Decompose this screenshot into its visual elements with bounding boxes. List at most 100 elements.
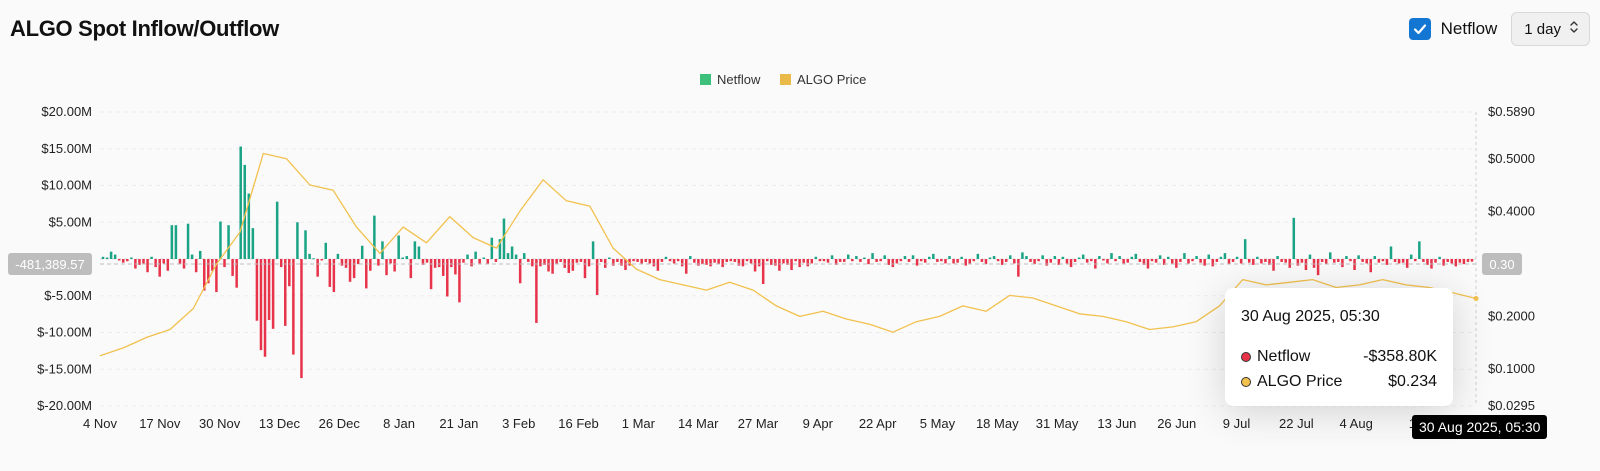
netflow-bar xyxy=(1004,259,1008,262)
x-tick-label: 5 May xyxy=(920,416,956,431)
tooltip-row-value: -$358.80K xyxy=(1363,347,1437,365)
netflow-bar xyxy=(1017,259,1020,277)
netflow-bar xyxy=(1049,259,1053,263)
netflow-bar xyxy=(178,259,182,265)
x-tick-label: 4 Aug xyxy=(1340,416,1373,431)
netflow-bar xyxy=(1260,259,1263,264)
netflow-bar xyxy=(263,259,267,357)
netflow-bar xyxy=(296,222,299,259)
netflow-bar xyxy=(126,259,129,262)
netflow-bar xyxy=(713,259,716,263)
netflow-bar xyxy=(668,259,672,262)
netflow-bar xyxy=(798,259,801,268)
netflow-bar xyxy=(1106,259,1109,264)
netflow-bar xyxy=(883,255,886,259)
netflow-bar xyxy=(397,235,400,259)
legend-price-swatch xyxy=(780,74,791,85)
netflow-bar xyxy=(928,256,931,259)
netflow-bar xyxy=(818,259,822,262)
netflow-bar xyxy=(952,259,955,264)
netflow-bar xyxy=(539,259,542,267)
price-dot-icon xyxy=(1241,376,1251,387)
tooltip-row-value: $0.234 xyxy=(1388,372,1437,390)
netflow-bar xyxy=(1191,259,1194,262)
netflow-bar xyxy=(648,259,652,264)
netflow-bar xyxy=(855,256,858,259)
netflow-bar xyxy=(1247,259,1251,263)
netflow-bar xyxy=(522,253,526,259)
netflow-bar xyxy=(231,259,234,276)
netflow-bar xyxy=(1134,253,1138,259)
netflow-bar xyxy=(741,259,745,267)
y-right-tick-label: $0.5890 xyxy=(1488,104,1535,119)
netflow-bar xyxy=(814,256,818,259)
netflow-bar xyxy=(203,259,206,291)
netflow-bar xyxy=(1324,259,1328,265)
netflow-bar xyxy=(1029,259,1032,262)
interval-select[interactable]: 1 day xyxy=(1511,12,1590,46)
netflow-bar xyxy=(903,256,907,259)
netflow-bar xyxy=(514,254,518,259)
netflow-bar xyxy=(117,259,121,261)
netflow-bar xyxy=(737,259,741,266)
netflow-bar xyxy=(340,259,344,266)
netflow-bar xyxy=(158,259,161,277)
netflow-bar xyxy=(1292,217,1296,259)
netflow-bar xyxy=(749,259,753,264)
tooltip-row-price: ALGO Price $0.234 xyxy=(1241,369,1437,394)
netflow-bar xyxy=(1057,259,1061,265)
crosshair-x-value: 30 Aug 2025, 05:30 xyxy=(1412,415,1548,439)
x-tick-label: 9 Apr xyxy=(803,416,834,431)
netflow-bar xyxy=(1175,259,1178,268)
netflow-bar xyxy=(1328,252,1332,259)
netflow-bar xyxy=(717,259,720,265)
x-tick-label: 13 Jun xyxy=(1097,416,1136,431)
netflow-bar xyxy=(1470,259,1474,262)
netflow-bar xyxy=(709,259,712,267)
netflow-bar xyxy=(956,259,959,263)
checkbox-checked-icon[interactable] xyxy=(1408,18,1431,40)
x-tick-label: 9 Jul xyxy=(1223,416,1251,431)
netflow-bar xyxy=(826,259,830,263)
netflow-bar xyxy=(498,239,502,259)
netflow-bar xyxy=(223,259,226,268)
netflow-bar xyxy=(247,193,251,259)
netflow-bar xyxy=(1025,256,1028,259)
netflow-bar xyxy=(705,259,708,265)
netflow-bar xyxy=(284,259,287,326)
legend-label: Netflow xyxy=(717,72,761,87)
x-tick-label: 17 Nov xyxy=(139,416,181,431)
netflow-bar xyxy=(1418,241,1421,259)
netflow-bar xyxy=(794,259,797,262)
netflow-bar xyxy=(275,201,279,259)
netflow-bar xyxy=(433,259,437,268)
netflow-bar xyxy=(1199,259,1202,263)
netflow-bar xyxy=(170,225,174,259)
netflow-bar xyxy=(693,259,696,263)
netflow-bar xyxy=(810,259,814,264)
netflow-bar xyxy=(1442,259,1445,266)
netflow-bar xyxy=(782,259,785,264)
netflow-bar xyxy=(1211,259,1215,267)
netflow-bar xyxy=(292,259,295,355)
y-right-tick-label: $0.1000 xyxy=(1488,361,1535,376)
netflow-bar xyxy=(838,259,842,262)
netflow-bar xyxy=(575,259,579,263)
netflow-bar xyxy=(1454,259,1458,267)
netflow-bar xyxy=(1223,253,1227,259)
netflow-bar xyxy=(336,253,340,259)
netflow-bar xyxy=(1353,259,1356,271)
netflow-bar xyxy=(911,255,915,259)
y-right-tick-label: $0.0295 xyxy=(1488,398,1535,413)
netflow-bar xyxy=(194,259,198,273)
tooltip-row-netflow: Netflow -$358.80K xyxy=(1241,344,1437,369)
netflow-bar xyxy=(608,257,611,259)
netflow-toggle[interactable]: Netflow xyxy=(1408,18,1497,40)
netflow-bar xyxy=(154,259,157,268)
netflow-bar xyxy=(1126,259,1129,263)
netflow-bar xyxy=(1207,254,1210,259)
netflow-bar xyxy=(887,259,891,265)
netflow-bar xyxy=(429,259,433,290)
netflow-bar xyxy=(1333,259,1336,263)
